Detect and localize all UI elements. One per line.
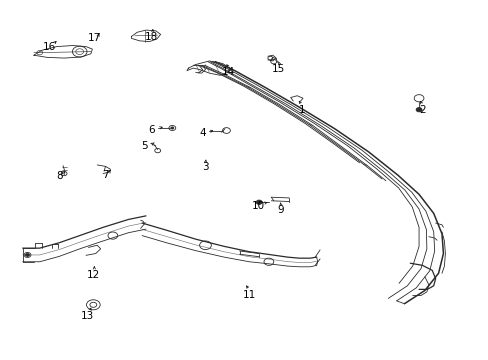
Text: 4: 4 [199, 129, 206, 138]
Text: 17: 17 [88, 33, 101, 43]
Text: 14: 14 [222, 67, 235, 77]
Circle shape [170, 127, 173, 129]
Text: 8: 8 [56, 171, 62, 181]
Circle shape [25, 253, 29, 256]
Text: 15: 15 [271, 64, 285, 74]
Text: 3: 3 [202, 162, 208, 172]
Circle shape [256, 200, 262, 204]
Text: 6: 6 [148, 125, 155, 135]
Text: 10: 10 [251, 201, 264, 211]
Text: 12: 12 [86, 270, 100, 280]
Circle shape [415, 108, 421, 112]
Text: 9: 9 [277, 206, 284, 216]
Text: 1: 1 [298, 105, 305, 115]
Text: 5: 5 [141, 141, 147, 151]
Text: 18: 18 [145, 32, 158, 41]
Text: 13: 13 [81, 311, 94, 321]
Text: 11: 11 [242, 290, 256, 300]
Text: 2: 2 [418, 105, 425, 115]
Text: 7: 7 [102, 170, 109, 180]
Text: 16: 16 [43, 42, 56, 52]
